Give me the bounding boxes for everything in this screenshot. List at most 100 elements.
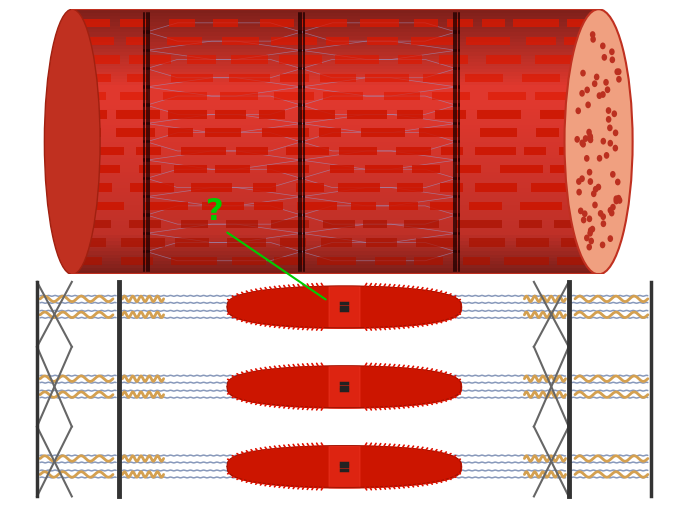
Bar	[72, 202, 599, 205]
Circle shape	[579, 91, 585, 98]
Bar	[72, 10, 599, 13]
Bar	[78, 20, 110, 28]
Circle shape	[587, 169, 592, 176]
Bar	[72, 218, 599, 222]
Bar	[414, 257, 443, 265]
Bar	[72, 60, 599, 63]
Circle shape	[579, 140, 585, 147]
Bar	[330, 166, 354, 174]
Circle shape	[608, 208, 613, 214]
Bar	[554, 220, 590, 229]
Circle shape	[616, 195, 621, 202]
Bar	[320, 74, 356, 83]
Bar	[365, 166, 403, 174]
Bar	[72, 96, 599, 99]
Circle shape	[577, 189, 582, 196]
Bar	[72, 23, 599, 26]
Circle shape	[584, 235, 590, 242]
Bar	[72, 185, 599, 189]
Bar	[72, 192, 599, 195]
Bar	[530, 184, 568, 192]
Circle shape	[590, 227, 595, 233]
Circle shape	[576, 179, 581, 186]
Bar	[78, 202, 124, 211]
Bar	[266, 166, 309, 174]
Bar	[352, 202, 376, 211]
Bar	[519, 220, 541, 229]
Circle shape	[596, 184, 601, 191]
Bar	[213, 20, 239, 28]
Bar	[486, 56, 522, 65]
Bar	[72, 271, 599, 275]
Bar	[72, 215, 599, 218]
Bar	[535, 93, 581, 101]
Bar	[72, 232, 599, 235]
Circle shape	[612, 111, 617, 118]
Bar	[271, 220, 308, 229]
Bar	[488, 93, 526, 101]
Bar	[72, 63, 599, 66]
Bar	[72, 37, 599, 40]
Bar	[72, 268, 599, 271]
Bar	[72, 26, 599, 30]
Bar	[398, 184, 422, 192]
Bar	[297, 202, 337, 211]
Bar	[72, 20, 599, 23]
Bar	[279, 56, 321, 65]
Bar	[166, 38, 202, 46]
Ellipse shape	[564, 10, 633, 275]
Bar	[72, 182, 599, 185]
Circle shape	[588, 238, 594, 245]
Bar	[116, 129, 155, 137]
Bar	[520, 202, 562, 211]
Bar	[72, 136, 599, 139]
Bar	[187, 56, 216, 65]
Bar	[360, 20, 400, 28]
Bar	[363, 220, 387, 229]
Circle shape	[583, 136, 588, 143]
Bar	[475, 148, 516, 156]
Circle shape	[587, 216, 592, 223]
Bar	[129, 56, 171, 65]
Bar	[72, 245, 599, 248]
Bar	[469, 202, 502, 211]
Bar	[416, 239, 457, 247]
Circle shape	[579, 176, 585, 183]
Bar	[72, 166, 599, 169]
Bar	[72, 116, 599, 119]
Bar	[477, 111, 522, 119]
Circle shape	[591, 191, 596, 198]
Bar	[72, 126, 599, 129]
Bar	[72, 139, 599, 143]
Bar	[361, 129, 405, 137]
Bar	[78, 239, 106, 247]
Bar	[347, 111, 387, 119]
Bar	[469, 239, 504, 247]
Bar	[78, 220, 111, 229]
Circle shape	[580, 71, 585, 77]
Bar	[127, 74, 149, 83]
Bar	[202, 202, 244, 211]
Bar	[72, 212, 599, 215]
Bar	[226, 220, 257, 229]
Bar	[414, 20, 438, 28]
Bar	[215, 166, 250, 174]
Bar	[169, 20, 195, 28]
Bar	[72, 248, 599, 251]
Bar	[561, 239, 599, 247]
Bar	[338, 184, 380, 192]
Bar	[120, 20, 149, 28]
Bar	[72, 34, 599, 37]
Bar	[72, 255, 599, 258]
Circle shape	[608, 140, 613, 147]
Bar	[130, 184, 173, 192]
Bar	[286, 148, 329, 156]
Bar	[537, 129, 559, 137]
Bar	[120, 93, 148, 101]
Bar	[72, 93, 599, 96]
Bar	[405, 220, 439, 229]
Bar	[564, 38, 592, 46]
Bar	[215, 111, 246, 119]
Bar	[323, 93, 363, 101]
Bar	[72, 222, 599, 225]
